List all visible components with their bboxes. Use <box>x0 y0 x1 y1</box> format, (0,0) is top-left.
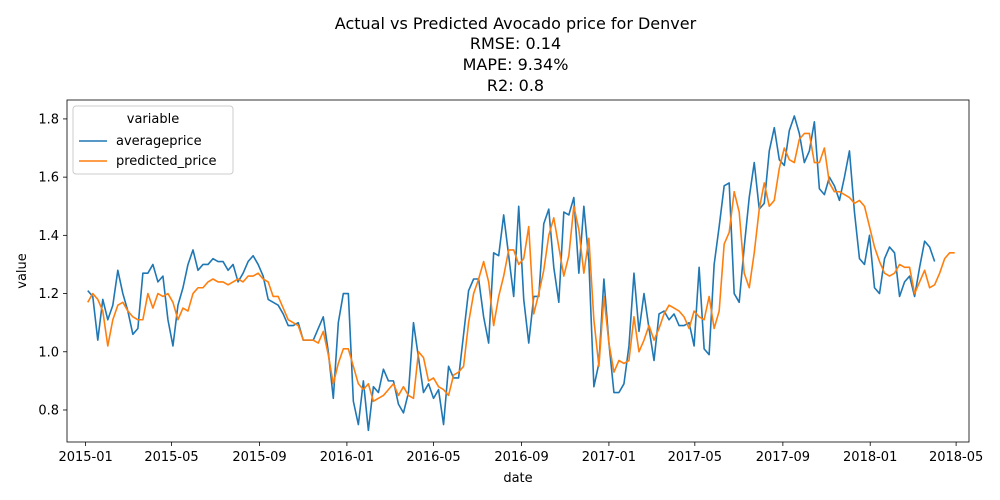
x-tick-label: 2017-01 <box>582 450 636 465</box>
legend-box <box>72 105 234 175</box>
x-tick-label: 2015-01 <box>58 450 112 465</box>
x-tick-label: 2017-05 <box>668 450 722 465</box>
x-tick-label: 2016-09 <box>494 450 548 465</box>
x-tick-label: 2015-09 <box>232 450 286 465</box>
y-axis: 0.8 1.0 1.2 1.4 1.6 1.8 <box>38 112 67 418</box>
series-layer <box>87 115 955 432</box>
x-tick-label: 2018-05 <box>929 450 983 465</box>
chart-title-line: Actual vs Predicted Avocado price for De… <box>335 14 697 33</box>
x-tick-label: 2018-01 <box>843 450 897 465</box>
x-tick-label: 2015-05 <box>144 450 198 465</box>
series-line-predicted-price <box>87 132 955 403</box>
y-tick-label: 1.8 <box>38 112 59 127</box>
legend-label-averageprice: averageprice <box>116 134 202 149</box>
x-tick-label: 2016-05 <box>406 450 460 465</box>
y-tick-label: 1.6 <box>38 171 59 186</box>
plot-frame <box>66 99 970 443</box>
y-axis-label: value <box>15 253 30 289</box>
y-tick-label: 1.4 <box>38 229 59 244</box>
legend-label-predicted-price: predicted_price <box>116 154 217 169</box>
chart-title-line: RMSE: 0.14 <box>470 34 561 53</box>
chart-title: Actual vs Predicted Avocado price for De… <box>335 14 697 95</box>
chart-title-line: R2: 0.8 <box>487 76 544 95</box>
legend-title: variable <box>127 112 179 127</box>
x-axis: 2015-01 2015-05 2015-09 2016-01 2016-05 2016-… <box>58 442 983 465</box>
x-tick-label: 2017-09 <box>756 450 810 465</box>
y-tick-label: 0.8 <box>38 403 59 418</box>
x-tick-label: 2016-01 <box>320 450 374 465</box>
chart-title-line: MAPE: 9.34% <box>463 55 569 74</box>
y-tick-label: 1.2 <box>38 287 59 302</box>
series-line-averageprice <box>87 115 936 432</box>
y-tick-label: 1.0 <box>38 345 59 360</box>
x-axis-label: date <box>503 471 532 486</box>
legend: variable averageprice predicted_price <box>72 105 234 175</box>
